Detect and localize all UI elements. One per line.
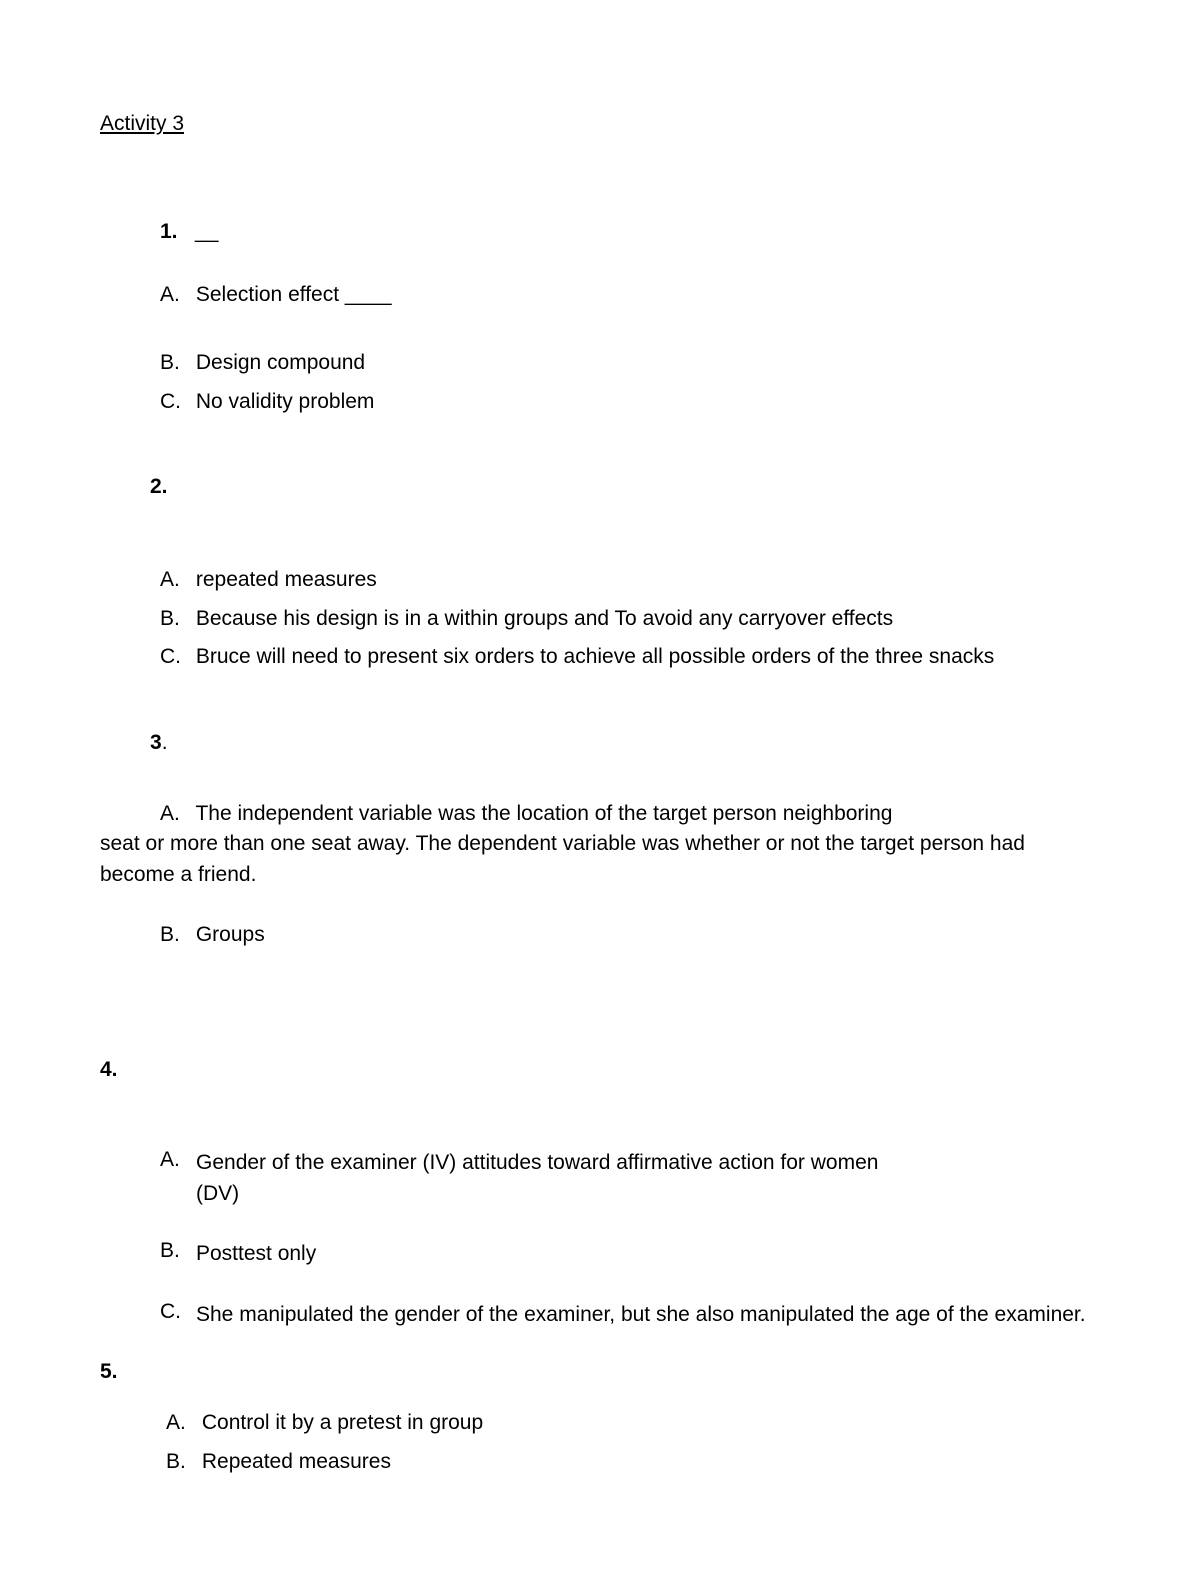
q2-option-b: B. Because his design is in a within gro… bbox=[160, 604, 1100, 634]
q5-option-a: A. Control it by a pretest in group bbox=[166, 1408, 1100, 1438]
q3-option-a-line1: A. The independent variable was the loca… bbox=[160, 799, 1100, 829]
q1-option-b: B. Design compound bbox=[160, 348, 1100, 378]
q2-b-label: B. bbox=[160, 604, 190, 634]
q1-a-text: Selection effect ____ bbox=[196, 283, 392, 306]
q3-num-text: 3 bbox=[150, 731, 162, 754]
q2-option-c: C. Bruce will need to present six orders… bbox=[160, 642, 1100, 672]
q4-number: 4. bbox=[100, 1058, 1100, 1082]
q3-option-b: B. Groups bbox=[160, 920, 1100, 950]
q1-b-text: Design compound bbox=[196, 351, 365, 374]
q4-num-text: 4. bbox=[100, 1058, 118, 1081]
q5-number: 5. bbox=[100, 1360, 1100, 1384]
q4-option-a: A. Gender of the examiner (IV) attitudes… bbox=[160, 1148, 1100, 1209]
q2-b-text: Because his design is in a within groups… bbox=[196, 607, 893, 630]
q3-b-text: Groups bbox=[196, 923, 265, 946]
q1-blank: __ bbox=[195, 220, 218, 243]
q5-b-label: B. bbox=[166, 1447, 196, 1477]
q4-a-sub: (DV) bbox=[196, 1179, 1100, 1209]
q3-dot: . bbox=[162, 731, 168, 754]
q4-b-text: Posttest only bbox=[196, 1239, 1100, 1269]
q3-a-text-line1: The independent variable was the locatio… bbox=[195, 802, 892, 825]
q2-option-a: A. repeated measures bbox=[160, 565, 1100, 595]
q2-a-text: repeated measures bbox=[196, 568, 377, 591]
q1-num-text: 1. bbox=[160, 220, 178, 243]
q4-option-b: B. Posttest only bbox=[160, 1239, 1100, 1269]
q3-number: 3. bbox=[150, 731, 1100, 755]
q1-a-label: A. bbox=[160, 280, 190, 310]
q4-c-label: C. bbox=[160, 1300, 196, 1330]
q5-b-text: Repeated measures bbox=[202, 1450, 391, 1473]
q3-b-label: B. bbox=[160, 920, 190, 950]
q5-num-text: 5. bbox=[100, 1360, 118, 1383]
q2-num-text: 2. bbox=[150, 475, 168, 498]
q1-option-a: A. Selection effect ____ bbox=[160, 280, 1100, 310]
q1-number: 1. __ bbox=[160, 220, 1100, 244]
q5-a-label: A. bbox=[166, 1408, 196, 1438]
q1-option-c: C. No validity problem bbox=[160, 387, 1100, 417]
q2-number: 2. bbox=[150, 475, 1100, 499]
q5-a-text: Control it by a pretest in group bbox=[202, 1411, 483, 1434]
q4-b-label: B. bbox=[160, 1239, 196, 1269]
q3-option-a-wrap: seat or more than one seat away. The dep… bbox=[100, 829, 1100, 890]
q4-c-text: She manipulated the gender of the examin… bbox=[196, 1300, 1100, 1330]
q1-c-label: C. bbox=[160, 387, 190, 417]
q1-c-text: No validity problem bbox=[196, 390, 375, 413]
activity-title: Activity 3 bbox=[100, 112, 1100, 136]
q4-a-text: Gender of the examiner (IV) attitudes to… bbox=[196, 1148, 1100, 1178]
q4-a-label: A. bbox=[160, 1148, 196, 1209]
q5-option-b: B. Repeated measures bbox=[166, 1447, 1100, 1477]
q2-a-label: A. bbox=[160, 565, 190, 595]
q3-a-label: A. bbox=[160, 799, 190, 829]
q4-option-c: C. She manipulated the gender of the exa… bbox=[160, 1300, 1100, 1330]
document-page: Activity 3 1. __ A. Selection effect ___… bbox=[0, 0, 1200, 1585]
q2-c-label: C. bbox=[160, 642, 190, 672]
q1-b-label: B. bbox=[160, 348, 190, 378]
q2-c-text: Bruce will need to present six orders to… bbox=[196, 645, 994, 668]
